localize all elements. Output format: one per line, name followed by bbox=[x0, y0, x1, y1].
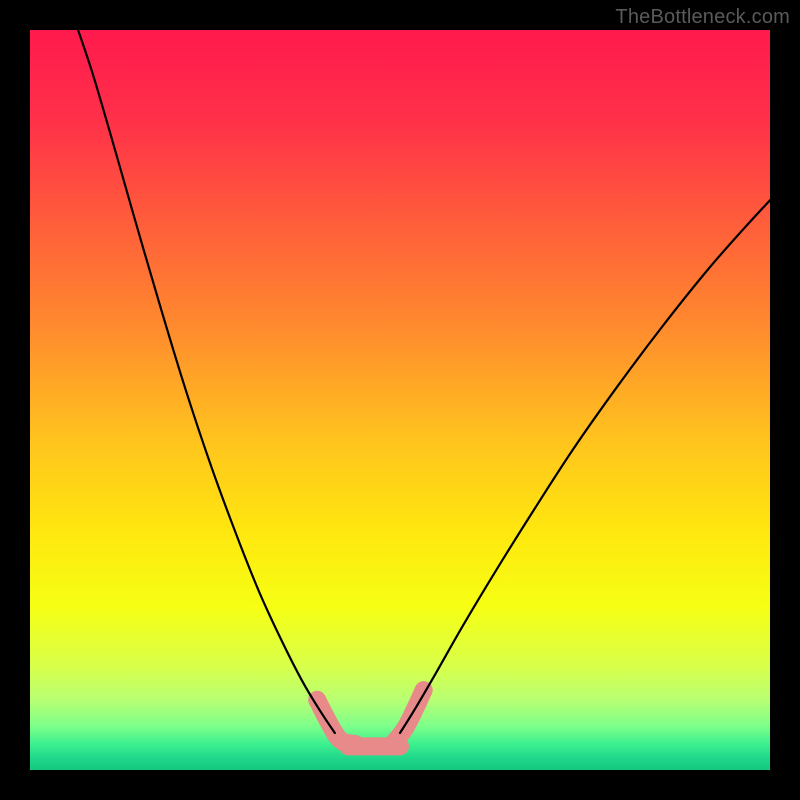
chart-svg bbox=[30, 30, 770, 770]
gradient-background bbox=[30, 30, 770, 770]
plot-area bbox=[30, 30, 770, 770]
canvas-root: TheBottleneck.com bbox=[0, 0, 800, 800]
watermark-text: TheBottleneck.com bbox=[615, 6, 790, 29]
